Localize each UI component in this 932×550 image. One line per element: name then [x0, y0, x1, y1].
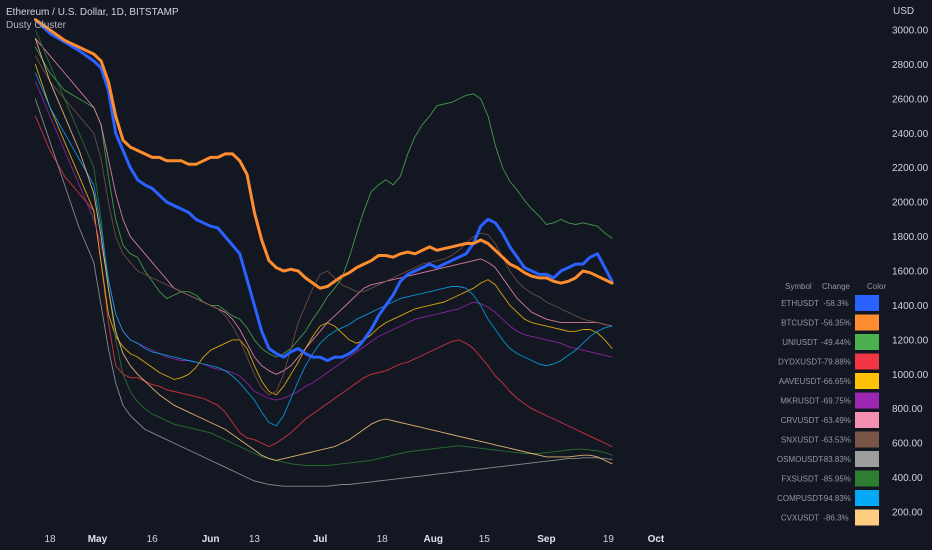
y-tick-label: 1000.00	[892, 370, 929, 381]
table-color-swatch	[855, 334, 879, 350]
series-line-uniusdt[interactable]	[34, 46, 613, 358]
x-tick-label: Jul	[313, 534, 328, 545]
table-change: -86.3%	[823, 514, 848, 523]
series-line-compusdt[interactable]	[34, 72, 613, 427]
x-tick-label: Jun	[202, 534, 220, 545]
y-tick-label: 2200.00	[892, 163, 929, 174]
table-change: -63.53%	[821, 436, 851, 445]
x-tick-label: 13	[249, 534, 261, 545]
series-lines	[33, 18, 614, 487]
chart-header: Ethereum / U.S. Dollar, 1D, BITSTAMP Dus…	[6, 6, 179, 32]
series-line-dydxusdt[interactable]	[34, 115, 613, 448]
axis-currency-label: USD	[893, 6, 914, 17]
table-color-swatch	[855, 373, 879, 389]
table-change: -63.49%	[821, 416, 851, 425]
series-line-btcusdt[interactable]	[33, 18, 614, 290]
table-symbol: ETHUSDT	[781, 299, 819, 308]
table-symbol: DYDXUSDT	[778, 358, 822, 367]
table-header-change: Change	[822, 282, 851, 291]
x-tick-label: Aug	[424, 534, 443, 545]
table-change: -49.44%	[821, 338, 851, 347]
x-tick-label: 15	[479, 534, 491, 545]
x-tick-label: 19	[603, 534, 615, 545]
indicator-name[interactable]: Dusty Cluster	[6, 20, 67, 31]
y-tick-label: 2800.00	[892, 60, 929, 71]
series-line-fxsusdt[interactable]	[34, 29, 613, 466]
y-tick-label: 800.00	[892, 404, 923, 415]
table-header-color: Color	[867, 282, 886, 291]
series-line-ethusdt[interactable]	[33, 18, 614, 362]
table-color-swatch	[855, 509, 879, 526]
table-change: -94.83%	[821, 494, 851, 503]
x-tick-label: May	[88, 534, 108, 545]
table-symbol: MKRUSDT	[780, 397, 820, 406]
table-color-swatch	[855, 314, 879, 331]
table-color-swatch	[855, 451, 879, 467]
table-change: -56.35%	[821, 319, 851, 328]
y-tick-label: 2600.00	[892, 94, 929, 105]
series-line-osmousdt[interactable]	[34, 98, 613, 487]
symbol-title[interactable]: Ethereum / U.S. Dollar, 1D, BITSTAMP	[6, 7, 179, 18]
table-change: -66.65%	[821, 377, 851, 386]
y-tick-label: 600.00	[892, 439, 923, 450]
cluster-table: Symbol Change Color ETHUSDT -58.3% BTCUSDT -56…	[777, 282, 886, 526]
series-line-snxusdt[interactable]	[34, 55, 613, 396]
y-tick-label: 1800.00	[892, 232, 929, 243]
table-symbol: BTCUSDT	[781, 319, 819, 328]
table-change: -83.83%	[821, 455, 851, 464]
table-color-swatch	[855, 412, 879, 428]
x-tick-label: 18	[377, 534, 389, 545]
table-symbol: SNXUSDT	[781, 436, 819, 445]
table-symbol: AAVEUSDT	[779, 377, 822, 386]
x-tick-label: Sep	[537, 534, 555, 545]
x-tick-label: 16	[147, 534, 159, 545]
table-change: -58.3%	[823, 299, 848, 308]
y-tick-label: 2000.00	[892, 198, 929, 209]
series-line-crvusdt[interactable]	[34, 38, 613, 375]
table-color-swatch	[855, 470, 879, 487]
y-tick-label: 400.00	[892, 473, 923, 484]
table-symbol: OSMOUSDT	[777, 455, 823, 464]
table-symbol: FXSUSDT	[781, 475, 818, 484]
table-change: -69.75%	[821, 397, 851, 406]
x-tick-label: 18	[44, 534, 56, 545]
y-tick-label: 3000.00	[892, 26, 929, 37]
table-color-swatch	[855, 295, 879, 311]
y-tick-label: 1200.00	[892, 335, 929, 346]
y-tick-label: 2400.00	[892, 129, 929, 140]
table-color-swatch	[855, 392, 879, 409]
price-axis: USD 3000.00 2800.00 2600.00 2400.00 2200.00 20…	[892, 6, 929, 519]
y-tick-label: 1600.00	[892, 267, 929, 278]
series-line-mkrusdt[interactable]	[34, 81, 613, 401]
table-color-swatch	[855, 431, 879, 448]
table-symbol: CVXUSDT	[781, 514, 819, 523]
x-tick-label: Oct	[648, 534, 665, 545]
table-color-swatch	[855, 353, 879, 370]
table-header-symbol: Symbol	[785, 282, 812, 291]
table-change: -79.88%	[821, 358, 851, 367]
y-tick-label: 1400.00	[892, 301, 929, 312]
table-color-swatch	[855, 490, 879, 506]
table-symbol: COMPUSDT	[777, 494, 823, 503]
table-symbol: UNIUSDT	[782, 338, 818, 347]
table-symbol: CRVUSDT	[781, 416, 820, 425]
table-change: -85.95%	[821, 475, 851, 484]
series-line-aaveusdt[interactable]	[34, 63, 613, 396]
y-tick-label: 200.00	[892, 508, 923, 519]
time-axis: 18 May 16 Jun 13 Jul 18 Aug 15 Sep 19 Oct	[44, 534, 664, 545]
series-line-cvxusdt[interactable]	[34, 38, 613, 465]
